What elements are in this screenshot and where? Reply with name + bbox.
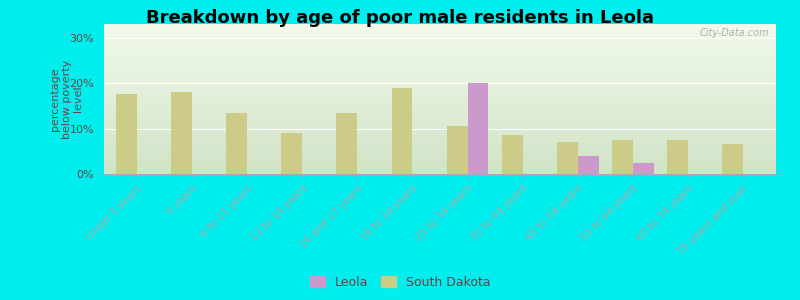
Bar <box>722 145 743 174</box>
Bar <box>467 83 489 174</box>
Text: City-Data.com: City-Data.com <box>700 28 770 38</box>
Text: Breakdown by age of poor male residents in Leola: Breakdown by age of poor male residents … <box>146 9 654 27</box>
Bar <box>446 126 467 174</box>
Bar <box>612 140 633 174</box>
Bar <box>116 94 137 174</box>
Bar <box>171 92 192 174</box>
Y-axis label: percentage
below poverty
level: percentage below poverty level <box>50 59 83 139</box>
Legend: Leola, South Dakota: Leola, South Dakota <box>305 271 495 294</box>
Bar <box>557 142 578 174</box>
Bar <box>502 135 522 174</box>
Bar <box>226 112 247 174</box>
Bar <box>578 156 598 174</box>
Bar <box>667 140 688 174</box>
Bar <box>337 112 358 174</box>
Bar <box>391 88 413 174</box>
Bar <box>282 133 302 174</box>
Bar <box>633 163 654 174</box>
